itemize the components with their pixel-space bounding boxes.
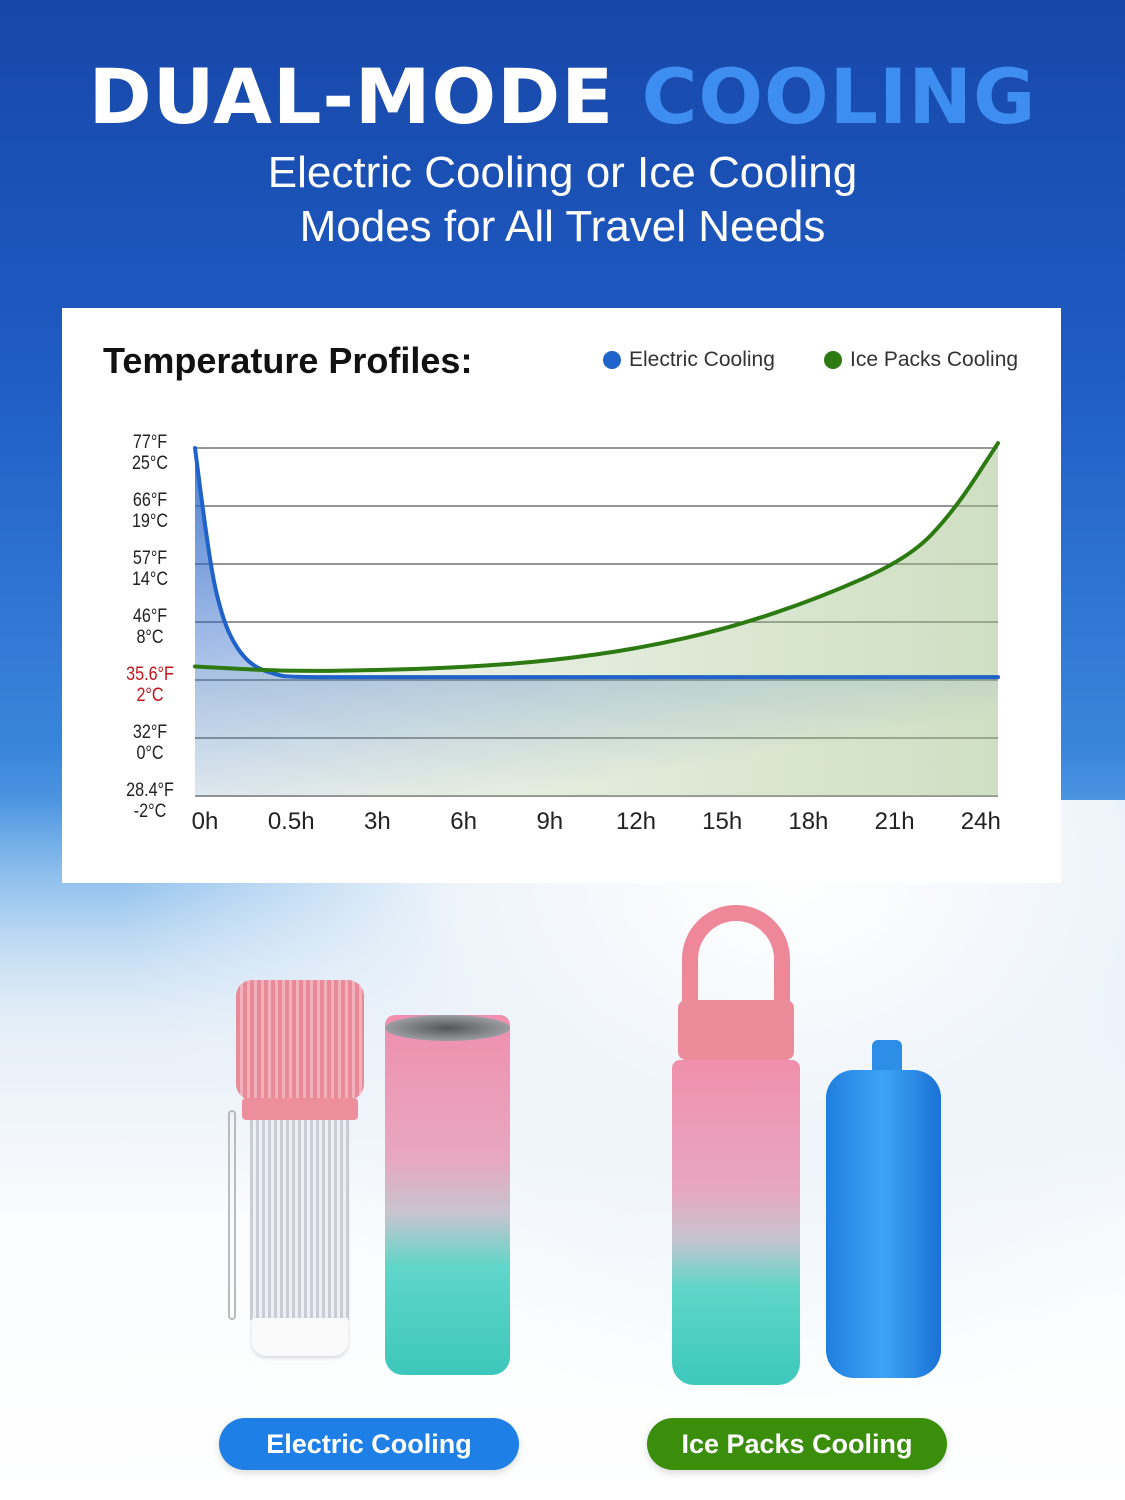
headline-accent: COOLING <box>641 52 1037 141</box>
ice-packs-cooling-button[interactable]: Ice Packs Cooling <box>647 1418 947 1470</box>
y-tick-f: 77°F <box>132 432 168 453</box>
legend-dot-ice <box>824 351 842 369</box>
y-tick-c: 0°C <box>136 743 164 764</box>
y-tick-label: 35.6°F 2°C <box>120 664 180 706</box>
bottle-product <box>672 905 800 1385</box>
y-tick-c: 14°C <box>131 569 169 590</box>
y-tick-label: 57°F 14°C <box>120 548 180 590</box>
x-tick-label: 0h <box>191 808 219 835</box>
y-tick-label: 66°F 19°C <box>120 490 180 532</box>
headline-main: DUAL-MODE <box>88 52 615 141</box>
x-tick-label: 9h <box>536 808 564 835</box>
x-tick-label: 21h <box>874 808 915 835</box>
x-tick-label: 0.5h <box>267 808 315 835</box>
y-tick-label: 77°F 25°C <box>120 432 180 474</box>
x-tick-label: 15h <box>702 808 743 835</box>
x-tick-label: 3h <box>364 808 391 835</box>
subtitle-line1: Electric Cooling or Ice Cooling <box>267 148 858 197</box>
fan-cooler-product <box>228 980 364 1370</box>
headline: DUAL-MODE COOLING <box>0 52 1125 141</box>
y-tick-f: 28.4°F <box>126 780 174 801</box>
y-tick-c: 8°C <box>136 627 164 648</box>
series-area <box>195 448 998 796</box>
y-tick-f: 57°F <box>132 548 168 569</box>
y-tick-f: 32°F <box>132 722 168 743</box>
y-tick-c: 25°C <box>131 453 169 474</box>
y-tick-f: 66°F <box>132 490 168 511</box>
x-tick-label: 6h <box>450 808 477 835</box>
ice-pack-product <box>826 1040 941 1380</box>
chart-title: Temperature Profiles: <box>103 340 473 381</box>
y-tick-c: 2°C <box>136 685 164 706</box>
y-tick-c: -2°C <box>133 801 167 822</box>
x-tick-label: 12h <box>615 808 657 835</box>
legend-ice: Ice Packs Cooling <box>824 348 1018 372</box>
y-tick-f: 35.6°F <box>126 664 174 685</box>
legend-label: Electric Cooling <box>629 348 775 371</box>
legend-dot-electric <box>603 351 621 369</box>
y-tick-label: 28.4°F -2°C <box>120 780 180 822</box>
electric-cooling-button[interactable]: Electric Cooling <box>219 1418 519 1470</box>
y-tick-label: 32°F 0°C <box>120 722 180 764</box>
y-tick-f: 46°F <box>132 606 168 627</box>
tumbler-product <box>385 1015 510 1375</box>
x-tick-label: 24h <box>960 808 1001 835</box>
y-tick-c: 19°C <box>131 511 169 532</box>
y-tick-label: 46°F 8°C <box>120 606 180 648</box>
subtitle-line2: Modes for All Travel Needs <box>299 202 826 251</box>
series-line <box>193 441 1000 673</box>
legend-electric: Electric Cooling <box>603 348 775 372</box>
x-tick-label: 18h <box>788 808 829 835</box>
legend-label: Ice Packs Cooling <box>850 348 1019 371</box>
series-line <box>193 446 1000 680</box>
